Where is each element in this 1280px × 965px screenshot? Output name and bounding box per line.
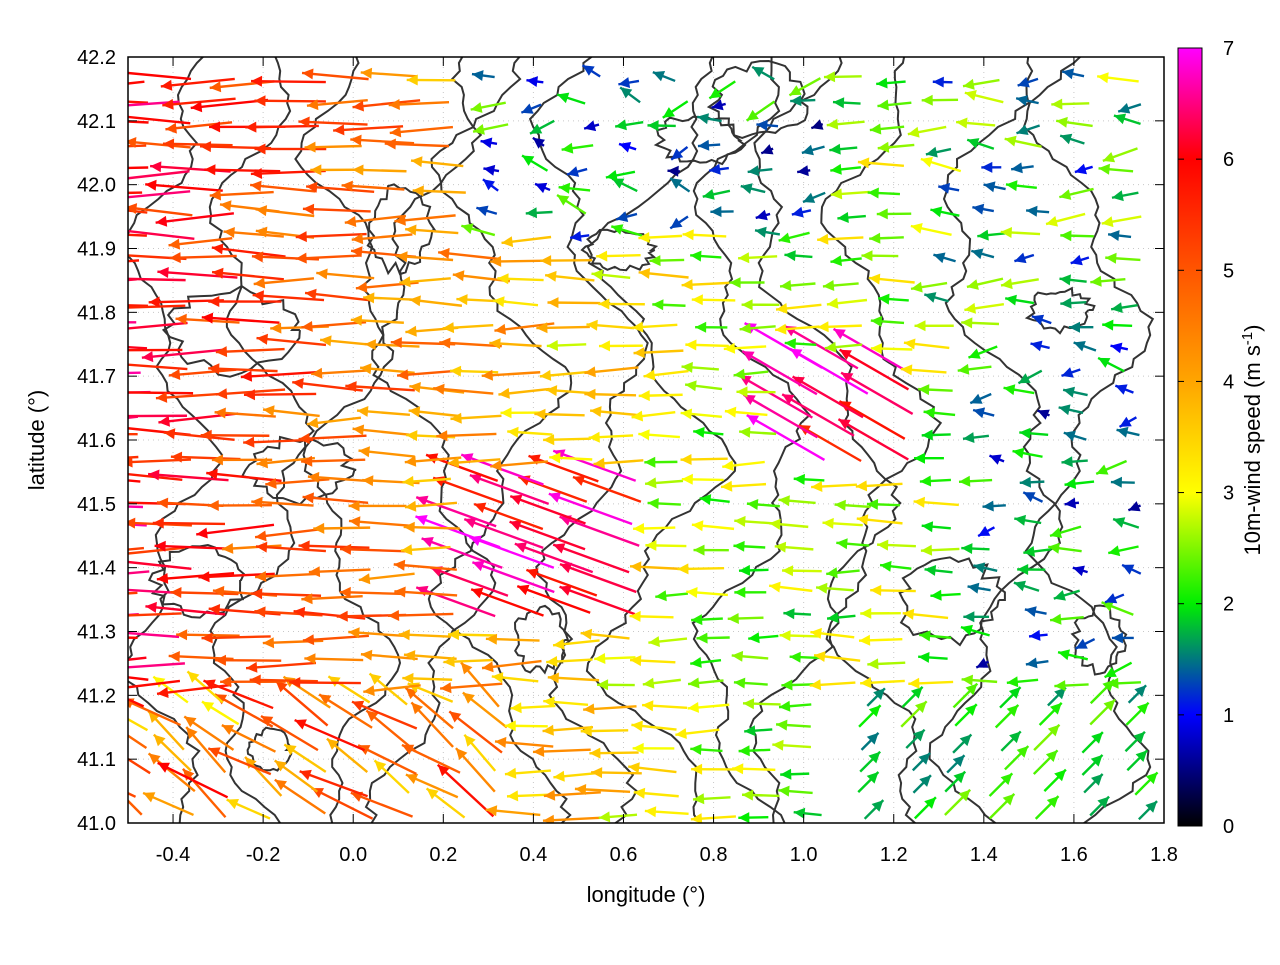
y-tick-label: 41.2 — [77, 685, 116, 707]
y-axis-title: latitude (°) — [24, 390, 49, 491]
y-tick-label: 41.8 — [77, 302, 116, 324]
colorbar: 0 1 2 3 4 5 6 7 10m-wind speed (m s-1) — [1178, 38, 1265, 838]
y-tick-label: 41.7 — [77, 366, 116, 388]
x-tick-label: 1.0 — [790, 844, 818, 866]
colorbar-gradient — [1178, 48, 1202, 826]
x-tick-label: 0.4 — [519, 844, 547, 866]
wind-arrow — [74, 768, 135, 797]
colorbar-tick-label: 3 — [1223, 483, 1234, 505]
y-tick-label: 41.9 — [77, 239, 116, 261]
x-tick-label: 1.4 — [970, 844, 998, 866]
colorbar-tick-label: 6 — [1223, 149, 1234, 171]
colorbar-tick-label: 1 — [1223, 705, 1234, 727]
y-tick-label: 42.1 — [77, 111, 116, 133]
colorbar-tick-label: 7 — [1223, 38, 1234, 60]
x-tick-label: 0.6 — [610, 844, 638, 866]
y-tick-label: 41.3 — [77, 622, 116, 644]
y-tick-label: 41.4 — [77, 558, 116, 580]
x-tick-label: 1.8 — [1150, 844, 1178, 866]
x-tick-label: 0.8 — [700, 844, 728, 866]
colorbar-title-end: ) — [1240, 325, 1265, 332]
x-axis-title: longitude (°) — [587, 882, 706, 907]
y-tick-label: 41.5 — [77, 494, 116, 516]
colorbar-tick-label: 2 — [1223, 594, 1234, 616]
y-tick-label: 41.0 — [77, 813, 116, 835]
y-tick-label: 41.6 — [77, 430, 116, 452]
colorbar-title: 10m-wind speed (m s-1) — [1239, 325, 1265, 556]
x-tick-label: 1.2 — [880, 844, 908, 866]
x-tick-label: -0.2 — [246, 844, 280, 866]
x-tick-label: -0.4 — [156, 844, 190, 866]
colorbar-tick-label: 4 — [1223, 371, 1234, 393]
x-tick-label: 0.0 — [339, 844, 367, 866]
wind-arrow — [68, 591, 137, 602]
x-tick-label: 0.2 — [429, 844, 457, 866]
x-tick-label: 1.6 — [1060, 844, 1088, 866]
colorbar-tick-label: 5 — [1223, 260, 1234, 282]
colorbar-tick-label: 0 — [1223, 816, 1234, 838]
y-tick-label: 42.0 — [77, 175, 116, 197]
y-tick-label: 42.2 — [77, 47, 116, 69]
y-tick-label: 41.1 — [77, 749, 116, 771]
colorbar-title-superscript: -1 — [1239, 332, 1256, 345]
wind-arrow — [56, 279, 137, 291]
wind-arrow — [55, 417, 137, 431]
